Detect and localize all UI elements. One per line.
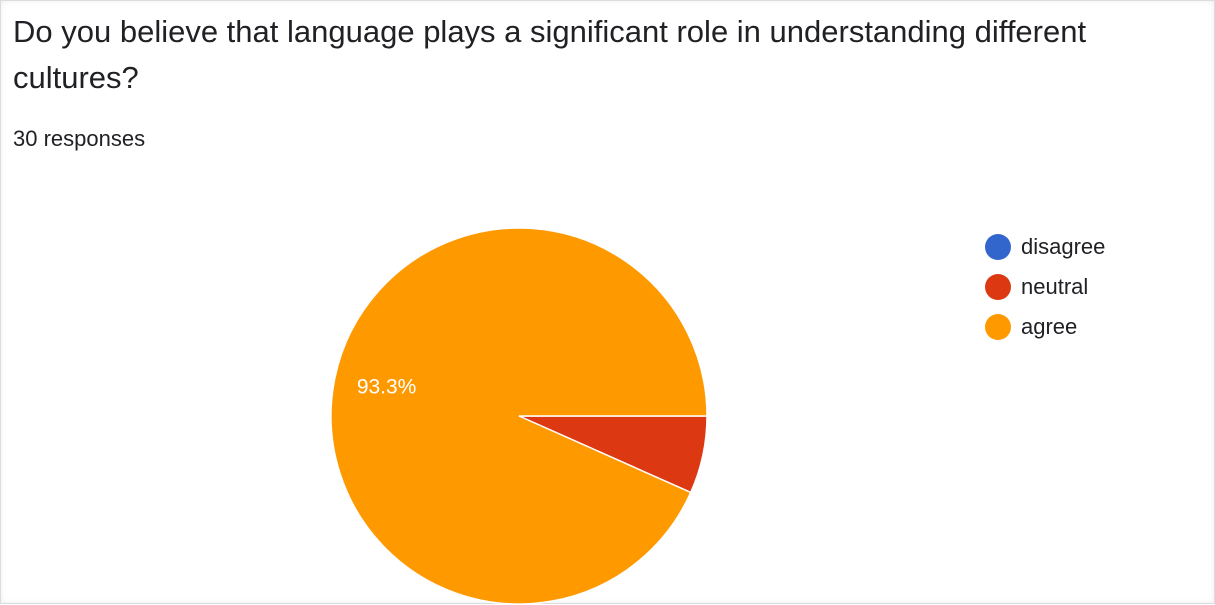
legend-swatch-agree	[985, 314, 1011, 340]
legend-label-agree: agree	[1021, 314, 1078, 339]
question-title: Do you believe that language plays a sig…	[13, 14, 1087, 95]
pie-label-agree: 93.3%	[357, 375, 417, 398]
legend-item-neutral: neutral	[985, 267, 1105, 307]
pie-slice-agree	[330, 227, 708, 605]
legend-swatch-disagree	[985, 234, 1011, 260]
legend-label-disagree: disagree	[1021, 234, 1106, 259]
legend-item-agree: agree	[985, 307, 1105, 347]
responses-count: 30 responses	[13, 126, 146, 151]
legend-swatch-neutral	[985, 274, 1011, 300]
legend-item-disagree: disagree	[985, 227, 1105, 267]
chart-legend: disagree neutral agree	[985, 227, 1105, 347]
legend-label-neutral: neutral	[1021, 274, 1089, 299]
